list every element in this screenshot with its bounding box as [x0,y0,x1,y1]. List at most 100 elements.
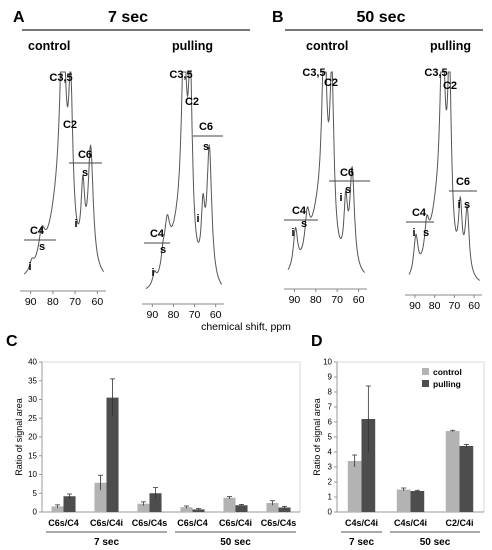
chart-d-category-label: C4s/C4i [345,518,378,528]
chart-c-bar-pulling [278,507,291,512]
spectrum-a-pulling-tick-label: 90 [146,309,158,321]
spectrum-b-control-tick-label: 60 [353,294,365,306]
chart-d-bar-control [347,461,362,512]
spectrum-a-pulling-tick-label: 80 [168,309,180,321]
panel-c-letter: C [6,333,18,350]
spectrum-a-pulling-peak-label-c4: C4 [150,228,165,240]
spectrum-a-pulling-peak-label-c6-s: s [203,141,209,153]
spectrum-a-control-trace [23,71,105,275]
spectrum-b-control-peak-label-c2: C2 [324,77,338,89]
chart-c-y-tick-label: 40 [28,358,37,367]
chart-c-bar-pulling [149,493,162,512]
spectrum-a-control-peak-label-c4-i: i [28,261,31,273]
spectrum-b-control-tick-label: 90 [289,294,301,306]
chart-d-y-tick-label: 4 [328,448,333,457]
chart-c-category-label: C6s/C4i [90,518,123,528]
chart-d-y-tick-label: 2 [328,478,333,487]
spectrum-b-pulling-peak-label-c6: C6 [456,176,470,188]
chart-d-y-tick-label: 6 [328,418,333,427]
spectrum-b-control-condition-label: control [306,39,348,53]
chart-c-y-tick-label: 10 [28,470,37,479]
chart-d-legend-label-control: control [433,367,462,377]
spectrum-a-control-peak-label-c4: C4 [30,225,45,237]
spectrum-b-control-peak-label-c4: C4 [292,205,307,217]
chart-c-y-tick-label: 0 [33,508,38,517]
spectrum-a-pulling-trace [145,71,223,290]
chart-c-category-label: C6s/C4 [48,518,79,528]
spectrum-a-pulling-peak-label-c4-i: i [151,267,154,279]
spectrum-b-pulling-peak-label-c6-s: s [464,199,470,211]
spectrum-a-pulling-tick-label: 70 [189,309,201,321]
spectrum-a-control-peak-label-c6: C6 [78,149,92,161]
panel-d-letter: D [311,333,323,350]
chart-d-category-label: C2/C4i [445,518,473,528]
chart-d-legend-swatch-control [422,368,429,375]
spectrum-b-pulling-peak-label-c4: C4 [412,207,427,219]
chart-c-y-tick-label: 25 [28,414,37,423]
chart-c-bar-control [223,497,236,512]
spectrum-a-control-peak-label-c4-s: s [39,241,45,253]
chart-c-group-label: 50 sec [220,537,251,548]
chart-c-y-tick-label: 5 [33,489,38,498]
spectrum-b-control-tick-label: 80 [310,294,322,306]
chart-d-group-label: 50 sec [420,537,451,548]
chart-c-category-label: C6s/C4s [132,518,168,528]
chart-c-bar-control [266,503,279,512]
chart-d-y-axis-label: Ratio of signal area [312,398,322,476]
panel-a-title: 7 sec [108,9,148,26]
spectrum-a-control-tick-label: 70 [69,296,81,308]
spectrum-b-pulling-peak-label-c4-i: i [412,227,415,239]
spectrum-a-pulling-peak-label-c35: C3,5 [169,69,192,81]
chart-d-legend-swatch-pulling [422,380,429,387]
spectrum-b-control-trace [287,71,366,273]
chart-c-bar-control [137,503,150,512]
chart-c-y-tick-label: 35 [28,376,37,385]
chart-d-y-tick-label: 3 [328,463,333,472]
spectrum-b-control-peak-label-c6-i: i [339,192,342,204]
chart-c-category-label: C6s/C4 [177,518,208,528]
spectrum-a-control-condition-label: control [28,39,70,53]
chart-d-bar-pulling [361,419,376,512]
chart-d-y-tick-label: 1 [328,493,333,502]
spectrum-a-control-tick-label: 80 [47,296,59,308]
chart-c-group-label: 7 sec [94,537,119,548]
spectrum-a-control-peak-label-c6-i: i [74,218,77,230]
chart-c-y-tick-label: 30 [28,395,37,404]
shared-x-axis-label: chemical shift, ppm [201,321,291,333]
chart-c-plot-frame [41,361,301,513]
chart-c-category-label: C6s/C4i [219,518,252,528]
chart-c-bar-control [180,507,193,512]
spectrum-a-pulling-peak-label-c2: C2 [185,96,199,108]
spectrum-a-control-peak-label-c35: C3,5 [49,72,72,84]
chart-c-y-tick-label: 20 [28,433,37,442]
spectrum-a-pulling-peak-label-c6-i: i [196,213,199,225]
spectrum-a-control-tick-label: 60 [91,296,103,308]
spectrum-a-pulling-condition-label: pulling [172,39,213,53]
chart-c-y-axis-label: Ratio of signal area [14,398,24,476]
spectrum-b-control-peak-label-c4-s: s [301,218,307,230]
panel-b-title: 50 sec [357,9,406,26]
chart-d-bar-pulling [459,446,474,512]
spectrum-b-pulling-tick-label: 70 [449,300,461,312]
chart-d-y-tick-label: 10 [323,358,332,367]
chart-c-bar-pulling [235,505,248,512]
chart-c-category-label: C6s/C4s [261,518,297,528]
spectrum-b-control-peak-label-c6: C6 [340,167,354,179]
spectrum-b-control-tick-label: 70 [331,294,343,306]
chart-d-bar-control [396,489,411,512]
chart-d-y-tick-label: 7 [328,403,333,412]
chart-c-bar-pulling [63,496,76,512]
chart-c-bar-pulling [106,397,119,512]
spectrum-a-control-peak-label-c2: C2 [63,119,77,131]
chart-c-y-tick-label: 15 [28,451,37,460]
spectrum-b-pulling-tick-label: 90 [409,300,421,312]
spectrum-b-pulling-condition-label: pulling [430,39,471,53]
spectrum-b-pulling-tick-label: 80 [429,300,441,312]
chart-d-bar-pulling [410,491,425,512]
chart-d-y-tick-label: 0 [328,508,333,517]
